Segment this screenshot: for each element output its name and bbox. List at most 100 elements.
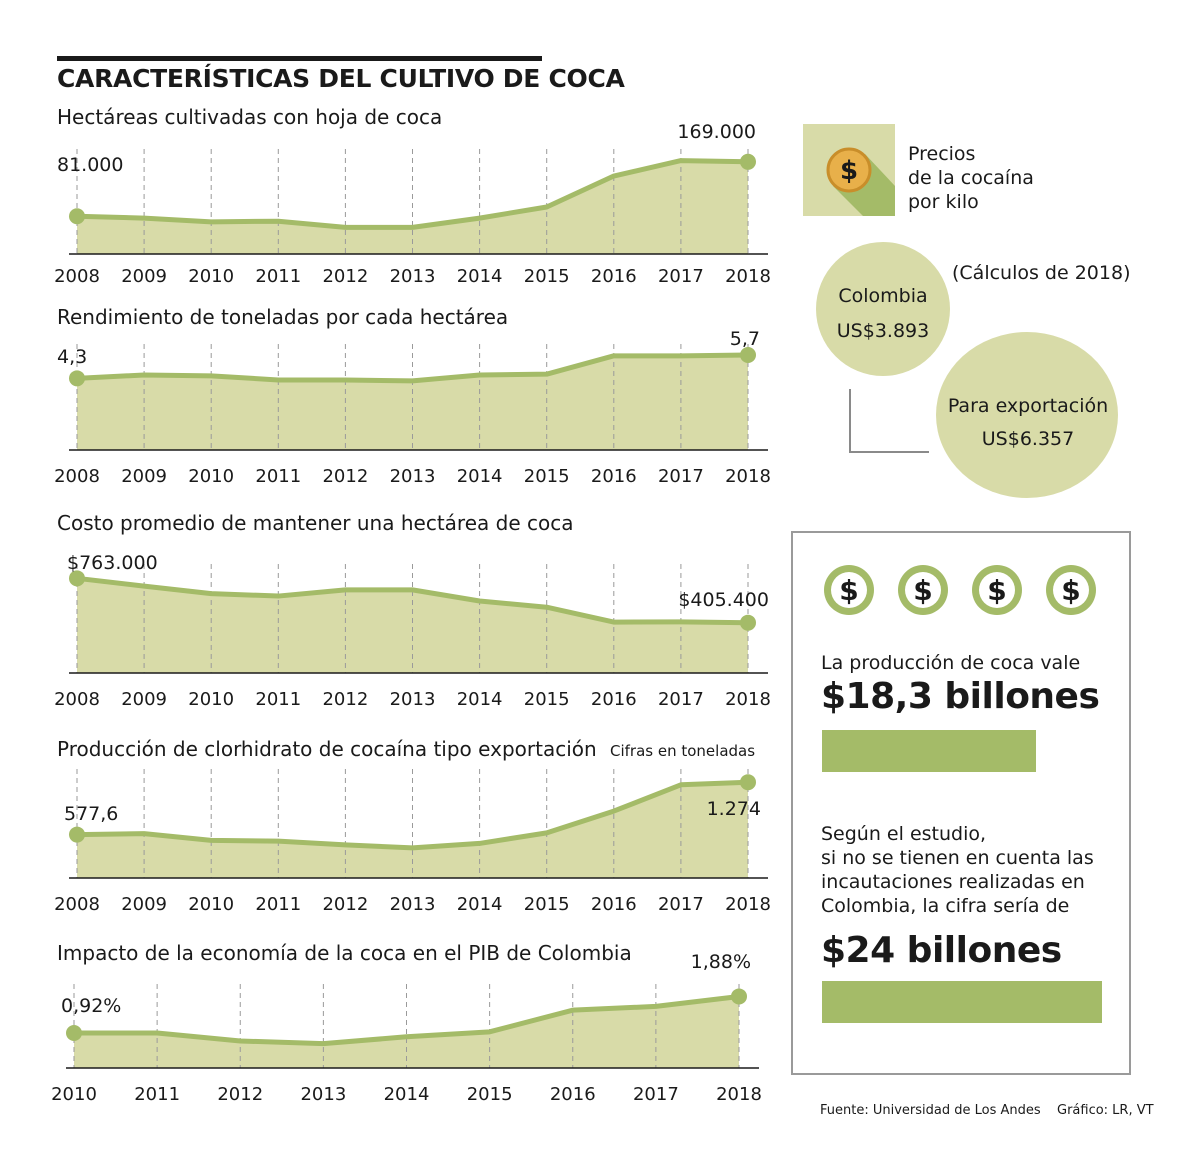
- study-line: si no se tienen en cuenta las: [821, 847, 1094, 869]
- x-tick-label: 2010: [188, 689, 234, 710]
- data-label: 577,6: [64, 803, 118, 825]
- chart-title: Hectáreas cultivadas con hoja de coca: [57, 105, 442, 129]
- data-point-marker: [69, 570, 85, 587]
- chart-title: Impacto de la economía de la coca en el …: [57, 941, 632, 965]
- x-tick-label: 2014: [457, 266, 503, 287]
- data-point-marker: [740, 774, 756, 791]
- dollar-coin-icon: $: [826, 147, 895, 216]
- x-tick-label: 2008: [54, 266, 100, 287]
- x-tick-label: 2018: [725, 894, 771, 915]
- area-fill: [77, 160, 748, 254]
- x-tick-label: 2014: [457, 689, 503, 710]
- series-line: [74, 993, 740, 1047]
- x-tick-label: 2009: [121, 689, 167, 710]
- chart-title: Rendimiento de toneladas por cada hectár…: [57, 305, 508, 329]
- production-bar: [822, 730, 1036, 772]
- x-tick-label: 2015: [524, 466, 570, 487]
- series-line: [76, 779, 749, 851]
- x-tick-label: 2015: [524, 266, 570, 287]
- prices-note: (Cálculos de 2018): [952, 262, 1131, 284]
- data-point-marker: [731, 988, 747, 1005]
- x-tick-label: 2017: [633, 1084, 679, 1105]
- data-label: 0,92%: [61, 995, 121, 1017]
- export-price-circle: [936, 332, 1118, 498]
- data-label: $763.000: [67, 552, 158, 574]
- title-rule: [57, 56, 542, 61]
- x-tick-label: 2015: [524, 894, 570, 915]
- study-value: $24 billones: [821, 930, 1062, 971]
- x-tick-label: 2008: [54, 689, 100, 710]
- x-tick-label: 2012: [322, 689, 368, 710]
- study-line: incautaciones realizadas en: [821, 871, 1085, 893]
- x-tick-label: 2011: [255, 266, 301, 287]
- dollar-coin-icon: $: [1046, 565, 1096, 615]
- series-line: [76, 158, 749, 230]
- data-label: 169.000: [677, 121, 756, 143]
- colombia-price-label: Colombia: [838, 285, 928, 307]
- export-price-label: Para exportación: [947, 395, 1109, 417]
- data-point-marker: [69, 370, 85, 387]
- x-tick-label: 2012: [322, 266, 368, 287]
- series-line: [76, 352, 749, 384]
- credit-note: Gráfico: LR, VT: [1057, 1103, 1154, 1118]
- x-tick-label: 2017: [658, 689, 704, 710]
- chart-note: Cifras en toneladas: [610, 742, 755, 760]
- svg-text:$: $: [1061, 574, 1080, 607]
- area-fill: [77, 782, 748, 878]
- data-point-marker: [740, 347, 756, 363]
- x-tick-label: 2018: [725, 689, 771, 710]
- x-tick-label: 2016: [591, 266, 637, 287]
- x-tick-label: 2017: [658, 894, 704, 915]
- x-tick-label: 2015: [467, 1084, 513, 1105]
- page-title: CARACTERÍSTICAS DEL CULTIVO DE COCA: [57, 64, 625, 93]
- x-tick-label: 2009: [121, 894, 167, 915]
- study-bar: [822, 981, 1102, 1023]
- x-tick-label: 2012: [322, 894, 368, 915]
- x-tick-label: 2018: [725, 266, 771, 287]
- svg-text:$: $: [840, 156, 858, 186]
- colombia-price-circle: [816, 242, 950, 376]
- x-tick-label: 2013: [300, 1084, 346, 1105]
- study-text: Según el estudio, si no se tienen en cue…: [821, 822, 1121, 918]
- connector-line: [849, 389, 929, 453]
- x-tick-label: 2016: [591, 689, 637, 710]
- data-label: 1,88%: [691, 951, 751, 973]
- x-tick-label: 2013: [390, 266, 436, 287]
- x-tick-label: 2017: [658, 466, 704, 487]
- colombia-price-value: US$3.893: [836, 320, 930, 342]
- price-icon-box: $: [803, 124, 895, 216]
- x-tick-label: 2014: [384, 1084, 430, 1105]
- x-tick-label: 2010: [188, 466, 234, 487]
- data-label: $405.400: [678, 589, 769, 611]
- data-point-marker: [69, 208, 85, 225]
- x-tick-label: 2008: [54, 894, 100, 915]
- x-tick-label: 2013: [390, 689, 436, 710]
- dollar-coin-icon: $: [972, 565, 1022, 615]
- data-label: 1.274: [707, 798, 761, 820]
- x-tick-label: 2016: [591, 894, 637, 915]
- x-tick-label: 2018: [716, 1084, 762, 1105]
- x-tick-label: 2011: [255, 894, 301, 915]
- chart-title: Producción de clorhidrato de cocaína tip…: [57, 737, 597, 761]
- x-tick-label: 2011: [255, 466, 301, 487]
- data-point-marker: [740, 614, 756, 631]
- production-value: $18,3 billones: [821, 676, 1100, 717]
- prices-title: Precios de la cocaína por kilo: [908, 142, 1034, 214]
- study-line: Según el estudio,: [821, 823, 987, 845]
- area-fill: [77, 578, 748, 673]
- x-tick-label: 2009: [121, 466, 167, 487]
- x-tick-label: 2012: [217, 1084, 263, 1105]
- x-tick-label: 2013: [390, 894, 436, 915]
- x-tick-label: 2015: [524, 689, 570, 710]
- x-tick-label: 2008: [54, 466, 100, 487]
- x-tick-label: 2010: [188, 266, 234, 287]
- study-line: Colombia, la cifra sería de: [821, 895, 1070, 917]
- data-point-marker: [740, 153, 756, 170]
- prices-title-line: por kilo: [908, 191, 979, 213]
- x-tick-label: 2014: [457, 466, 503, 487]
- x-tick-label: 2016: [591, 466, 637, 487]
- x-tick-label: 2011: [255, 689, 301, 710]
- chart-title: Costo promedio de mantener una hectárea …: [57, 511, 573, 535]
- x-tick-label: 2018: [725, 466, 771, 487]
